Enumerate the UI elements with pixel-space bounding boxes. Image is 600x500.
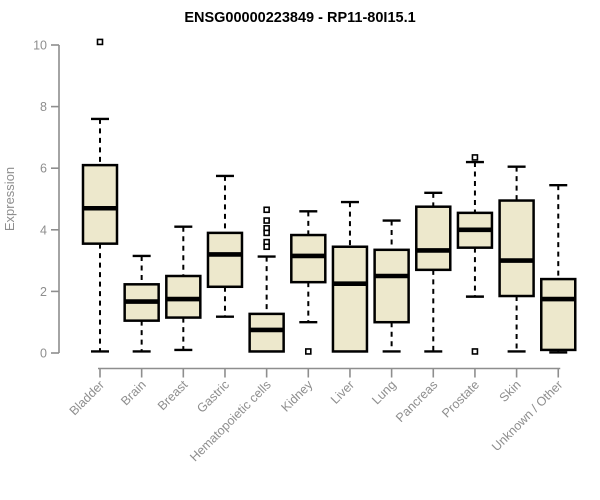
boxplot-breast	[165, 225, 202, 352]
boxplot-liver	[331, 200, 369, 353]
iqr-box	[248, 312, 285, 353]
iqr-box	[415, 205, 452, 272]
iqr-box	[373, 248, 410, 324]
iqr-box	[165, 274, 202, 319]
x-tick-label-prostate: Prostate	[439, 378, 482, 421]
outlier-point	[471, 154, 479, 161]
y-axis: 0 2 4 6 8 10	[33, 39, 60, 361]
x-tick-label-pancreas: Pancreas	[393, 378, 440, 425]
iqr-box	[206, 231, 244, 289]
outlier-point	[471, 348, 479, 355]
boxplot-lung	[373, 219, 410, 353]
boxplot-brain	[123, 254, 160, 353]
outlier-point	[263, 229, 270, 237]
x-tick-label-unknown-other: Unknown / Other	[489, 378, 565, 454]
x-tick-label-kidney: Kidney	[278, 377, 315, 414]
x-tick-label-liver: Liver	[328, 378, 357, 407]
x-tick-label-bladder: Bladder	[67, 378, 107, 418]
outlier-point	[96, 38, 104, 46]
x-tick-label-brain: Brain	[118, 378, 149, 409]
x-tick-label-hematopoietic-cells: Hematopoietic cells	[187, 378, 274, 465]
x-tick-label-gastric: Gastric	[194, 378, 232, 416]
outlier-point	[304, 348, 312, 355]
y-tick-label: 8	[40, 100, 47, 114]
y-tick-label: 6	[40, 162, 47, 176]
outlier-point	[263, 243, 270, 251]
boxplot-prostate	[456, 154, 494, 355]
x-tick-label-lung: Lung	[369, 378, 399, 408]
x-tick-label-skin: Skin	[497, 378, 524, 405]
boxplot-unknown-other	[540, 183, 577, 354]
iqr-box	[81, 163, 119, 245]
y-tick-label: 0	[40, 347, 47, 361]
iqr-box	[540, 277, 577, 352]
boxplot-gastric	[206, 174, 244, 318]
y-tick-label: 4	[40, 223, 47, 237]
iqr-box	[331, 245, 369, 353]
chart-title: ENSG00000223849 - RP11-80I15.1	[184, 10, 415, 26]
iqr-box	[290, 233, 327, 284]
boxplot-skin	[498, 165, 535, 353]
boxplot-hematopoietic-cells	[248, 206, 285, 353]
outlier-point	[263, 206, 270, 214]
x-tick-label-breast: Breast	[155, 377, 191, 413]
boxplot-bladder	[81, 38, 119, 353]
boxplot-kidney	[290, 210, 327, 355]
boxplot-pancreas	[415, 191, 452, 353]
y-tick-label: 2	[40, 285, 47, 299]
outlier-point	[263, 217, 270, 224]
boxplots	[81, 38, 577, 355]
iqr-box	[498, 199, 535, 298]
y-tick-label: 10	[33, 39, 47, 53]
y-axis-label: Expression	[2, 167, 17, 231]
